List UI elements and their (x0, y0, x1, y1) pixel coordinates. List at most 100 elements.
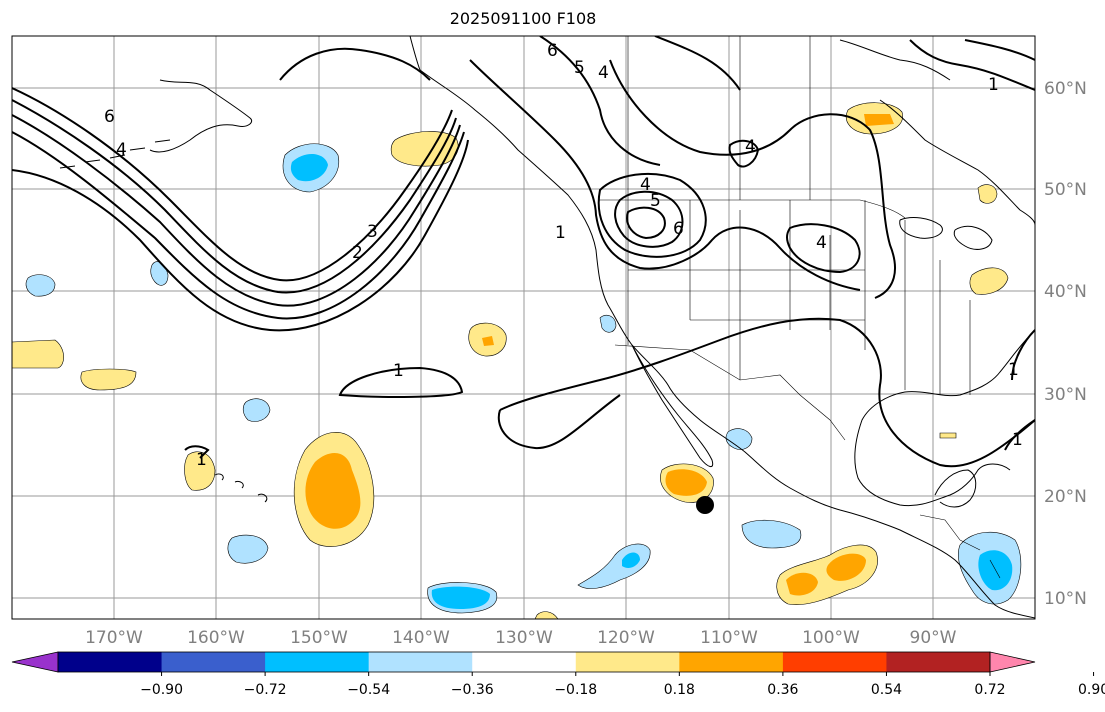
colorbar-tick-label: −0.72 (244, 682, 287, 698)
colorbar-segment (368, 652, 473, 672)
latitude-label: 60°N (1044, 79, 1087, 99)
colorbar-extend-high (989, 651, 1036, 673)
colorbar-segment (575, 652, 680, 672)
colorbar-segment (58, 652, 163, 672)
longitude-label: 170°W (85, 628, 143, 648)
contour-line (609, 59, 896, 299)
contour-label: 4 (745, 137, 756, 157)
negative-anomaly-core (431, 586, 490, 609)
longitude-label: 90°W (910, 628, 957, 648)
contour-label: 2 (352, 243, 363, 263)
positive-anomaly-core (482, 336, 494, 346)
colorbar-extend-low (11, 651, 59, 673)
positive-anomaly-region (80, 368, 137, 391)
longitude-label: 140°W (392, 628, 450, 648)
contour-label: 1 (988, 75, 999, 95)
contour-label: 6 (547, 41, 558, 61)
contour-label: 5 (574, 58, 585, 78)
positive-anomaly-region (969, 267, 1009, 295)
storm-center-marker (696, 496, 714, 514)
contour-line (279, 47, 431, 81)
contour-line (12, 139, 469, 332)
colorbar-tick-label: −0.18 (554, 682, 597, 698)
contour-line (338, 366, 464, 398)
longitude-label: 120°W (597, 628, 655, 648)
coastlines (59, 36, 1035, 619)
negative-anomaly-core (978, 550, 1013, 591)
positive-anomaly-core (864, 114, 894, 126)
contour-line (184, 445, 210, 459)
contour-label-group: 6 5 4 6 4 2 3 1 1 4 5 6 4 4 1 1 1 1 (104, 41, 1023, 470)
contour-label: 5 (650, 191, 661, 211)
contour-label: 1 (1012, 430, 1023, 450)
positive-anomaly-region (977, 184, 998, 204)
hawaii-islands (214, 473, 268, 503)
colorbar-tick-label: 0.18 (664, 682, 695, 698)
contour-line (909, 39, 1035, 91)
map-frame (11, 35, 1036, 620)
gulf-of-mexico-coast (854, 329, 1035, 507)
alaska-coast (149, 36, 421, 153)
latitude-label: 40°N (1044, 282, 1087, 302)
positive-anomaly-core (786, 572, 818, 596)
colorbar-segment (886, 652, 991, 672)
positive-anomaly-region (390, 131, 459, 167)
contour-label: 6 (673, 219, 684, 239)
colorbar-frame (57, 651, 991, 673)
colorbar-tick-label: −0.36 (451, 682, 494, 698)
negative-anomaly-core (290, 154, 328, 182)
contour-label: 1 (196, 450, 207, 470)
positive-anomaly-core (665, 469, 707, 496)
contour-line (728, 139, 760, 168)
colorbar-tick-label: 0.72 (974, 682, 1005, 698)
contour-line (12, 99, 457, 294)
contour-line (12, 87, 453, 282)
latitude-label: 20°N (1044, 487, 1087, 507)
longitude-label: 150°W (290, 628, 348, 648)
longitude-label: 110°W (700, 628, 758, 648)
contour-line (499, 317, 1035, 468)
contour-line (786, 223, 861, 274)
colorbar-tick-label: 0.90 (1078, 682, 1105, 698)
latitude-labels: 60°N 50°N 40°N 30°N 20°N 10°N (1044, 79, 1087, 609)
mexico-central-america-borders (919, 514, 1001, 579)
positive-anomaly-core (826, 553, 866, 581)
colorbar-tick-label: −0.90 (140, 682, 183, 698)
contour-line (1011, 329, 1035, 381)
contour-line (469, 59, 861, 291)
colorbar-segment (161, 652, 266, 672)
map-title: 2025091100 F108 (449, 9, 597, 28)
negative-anomaly-region (227, 534, 269, 564)
contour-label: 4 (640, 175, 651, 195)
contour-lines (12, 36, 1035, 468)
positive-anomaly-region (939, 432, 957, 439)
contour-line (539, 36, 741, 166)
colorbar: −0.90 −0.72 −0.54 −0.36 −0.18 0.18 0.36 0.54 0.7… (11, 651, 1105, 698)
contour-label: 4 (116, 140, 127, 160)
contour-line (497, 394, 621, 450)
colorbar-segment (679, 652, 784, 672)
longitude-label: 130°W (495, 628, 553, 648)
north-america-west-coast (419, 69, 1035, 619)
baja-california (631, 344, 714, 467)
negative-anomaly-region (725, 428, 753, 450)
contour-line (626, 206, 666, 240)
contour-label: 4 (816, 233, 827, 253)
colorbar-tick-label: 0.36 (767, 682, 798, 698)
contour-line (12, 114, 461, 307)
contour-line (614, 190, 684, 248)
negative-anomaly-region (741, 520, 802, 549)
longitude-labels: 170°W 160°W 150°W 140°W 130°W 120°W 110°… (85, 628, 957, 648)
longitude-label: 160°W (187, 628, 245, 648)
us-mexico-border (614, 344, 846, 441)
latitude-label: 10°N (1044, 589, 1087, 609)
contour-label: 6 (104, 107, 115, 127)
contour-line (12, 131, 465, 320)
positive-anomaly-region (12, 339, 64, 369)
contour-label: 1 (1008, 360, 1019, 380)
yucatan (934, 469, 977, 508)
latitude-label: 50°N (1044, 180, 1087, 200)
colorbar-tick-label: −0.54 (347, 682, 390, 698)
negative-anomaly-region (242, 398, 271, 422)
